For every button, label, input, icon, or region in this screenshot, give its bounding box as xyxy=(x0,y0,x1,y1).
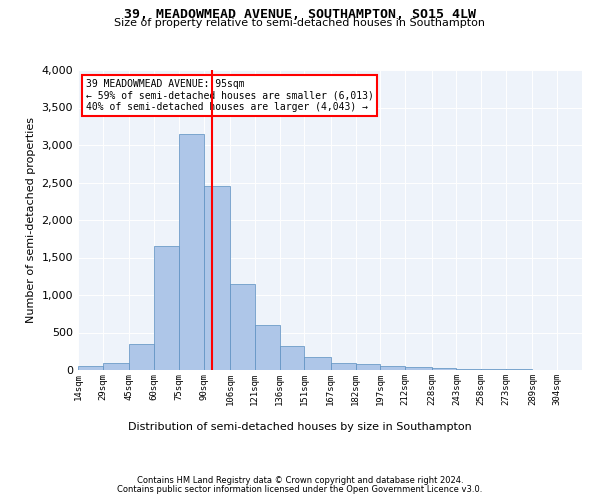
Text: 39 MEADOWMEAD AVENUE: 95sqm
← 59% of semi-detached houses are smaller (6,013)
40: 39 MEADOWMEAD AVENUE: 95sqm ← 59% of sem… xyxy=(86,79,373,112)
Bar xyxy=(103,362,129,370)
Bar xyxy=(230,284,255,370)
Bar xyxy=(203,186,230,370)
Bar xyxy=(331,362,356,370)
Text: Distribution of semi-detached houses by size in Southampton: Distribution of semi-detached houses by … xyxy=(128,422,472,432)
Text: 39, MEADOWMEAD AVENUE, SOUTHAMPTON, SO15 4LW: 39, MEADOWMEAD AVENUE, SOUTHAMPTON, SO15… xyxy=(124,8,476,20)
Text: Contains HM Land Registry data © Crown copyright and database right 2024.: Contains HM Land Registry data © Crown c… xyxy=(137,476,463,485)
Bar xyxy=(380,366,405,370)
Text: Contains public sector information licensed under the Open Government Licence v3: Contains public sector information licen… xyxy=(118,485,482,494)
Bar xyxy=(506,369,532,370)
Bar xyxy=(129,344,154,370)
Bar xyxy=(179,134,203,370)
Bar xyxy=(457,368,481,370)
Bar xyxy=(405,367,431,370)
Bar xyxy=(154,246,179,370)
Bar xyxy=(431,368,457,370)
Bar xyxy=(280,346,304,370)
Bar xyxy=(255,325,280,370)
Bar xyxy=(356,364,380,370)
Y-axis label: Number of semi-detached properties: Number of semi-detached properties xyxy=(26,117,36,323)
Bar xyxy=(481,369,506,370)
Bar xyxy=(78,366,103,370)
Bar xyxy=(304,357,331,370)
Text: Size of property relative to semi-detached houses in Southampton: Size of property relative to semi-detach… xyxy=(115,18,485,28)
